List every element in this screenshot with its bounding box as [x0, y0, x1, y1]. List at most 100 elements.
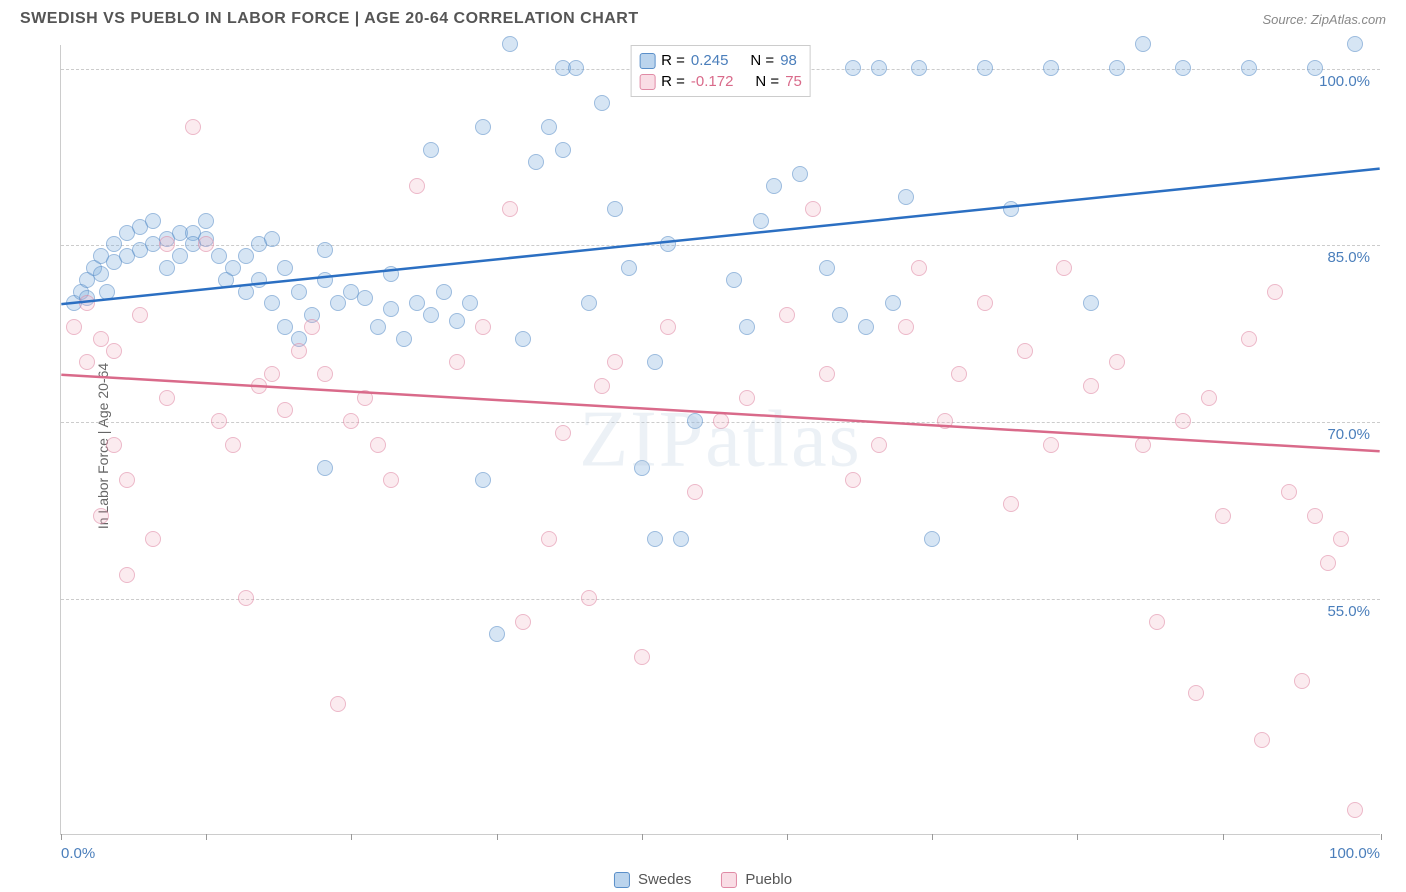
r-label: R =	[661, 52, 685, 69]
scatter-point-pueblo	[1017, 343, 1033, 359]
scatter-point-swedes	[871, 60, 887, 76]
scatter-point-swedes	[317, 272, 333, 288]
scatter-point-pueblo	[277, 402, 293, 418]
scatter-point-swedes	[647, 354, 663, 370]
scatter-point-swedes	[739, 319, 755, 335]
y-tick-label: 85.0%	[1327, 249, 1370, 266]
scatter-point-pueblo	[713, 413, 729, 429]
scatter-point-swedes	[93, 266, 109, 282]
source-attribution: Source: ZipAtlas.com	[1262, 12, 1386, 27]
swedes-swatch-icon	[639, 53, 655, 69]
scatter-point-pueblo	[1175, 413, 1191, 429]
scatter-point-pueblo	[1347, 802, 1363, 818]
series-legend: Swedes Pueblo	[614, 871, 792, 888]
x-tick-label-min: 0.0%	[61, 845, 95, 862]
x-tick	[1381, 834, 1382, 840]
scatter-point-pueblo	[1188, 685, 1204, 701]
scatter-point-pueblo	[238, 590, 254, 606]
scatter-point-swedes	[1135, 36, 1151, 52]
scatter-point-swedes	[423, 142, 439, 158]
scatter-point-pueblo	[343, 413, 359, 429]
n-value-pueblo: 75	[785, 73, 802, 90]
gridline	[61, 599, 1380, 600]
r-value-pueblo: -0.172	[691, 73, 734, 90]
scatter-point-swedes	[211, 248, 227, 264]
scatter-point-pueblo	[79, 354, 95, 370]
scatter-point-swedes	[1175, 60, 1191, 76]
scatter-point-swedes	[106, 236, 122, 252]
scatter-point-swedes	[753, 213, 769, 229]
scatter-point-swedes	[291, 284, 307, 300]
scatter-point-pueblo	[502, 201, 518, 217]
y-tick-label: 55.0%	[1327, 603, 1370, 620]
scatter-point-pueblo	[1254, 732, 1270, 748]
scatter-point-swedes	[489, 626, 505, 642]
x-tick	[1077, 834, 1078, 840]
correlation-legend-row-swedes: R = 0.245 N = 98	[639, 50, 802, 71]
scatter-point-swedes	[541, 119, 557, 135]
scatter-point-swedes	[792, 166, 808, 182]
scatter-point-swedes	[911, 60, 927, 76]
y-tick-label: 70.0%	[1327, 426, 1370, 443]
scatter-point-swedes	[1347, 36, 1363, 52]
swedes-swatch-icon	[614, 872, 630, 888]
scatter-point-swedes	[264, 295, 280, 311]
scatter-point-swedes	[159, 260, 175, 276]
scatter-point-swedes	[1043, 60, 1059, 76]
n-value-swedes: 98	[780, 52, 797, 69]
scatter-point-pueblo	[357, 390, 373, 406]
scatter-point-swedes	[1307, 60, 1323, 76]
scatter-point-pueblo	[225, 437, 241, 453]
scatter-point-pueblo	[145, 531, 161, 547]
scatter-point-pueblo	[1267, 284, 1283, 300]
chart-plot-area: ZIPatlas R = 0.245 N = 98 R = -0.172 N =…	[60, 45, 1380, 835]
scatter-point-pueblo	[251, 378, 267, 394]
scatter-point-pueblo	[687, 484, 703, 500]
scatter-point-pueblo	[845, 472, 861, 488]
scatter-point-swedes	[634, 460, 650, 476]
r-value-swedes: 0.245	[691, 52, 729, 69]
scatter-point-pueblo	[1135, 437, 1151, 453]
scatter-point-swedes	[726, 272, 742, 288]
scatter-point-swedes	[238, 248, 254, 264]
scatter-point-pueblo	[1241, 331, 1257, 347]
scatter-point-swedes	[607, 201, 623, 217]
x-tick	[932, 834, 933, 840]
scatter-point-swedes	[449, 313, 465, 329]
scatter-point-pueblo	[1215, 508, 1231, 524]
scatter-point-swedes	[475, 472, 491, 488]
scatter-point-pueblo	[871, 437, 887, 453]
scatter-point-pueblo	[370, 437, 386, 453]
scatter-point-pueblo	[1281, 484, 1297, 500]
scatter-point-pueblo	[541, 531, 557, 547]
scatter-point-swedes	[238, 284, 254, 300]
legend-label-swedes: Swedes	[638, 871, 691, 888]
scatter-point-pueblo	[119, 472, 135, 488]
x-tick-label-max: 100.0%	[1329, 845, 1380, 862]
scatter-point-pueblo	[1201, 390, 1217, 406]
y-tick-label: 100.0%	[1319, 73, 1370, 90]
scatter-point-pueblo	[911, 260, 927, 276]
scatter-point-pueblo	[634, 649, 650, 665]
scatter-point-swedes	[858, 319, 874, 335]
scatter-point-pueblo	[898, 319, 914, 335]
scatter-point-pueblo	[660, 319, 676, 335]
scatter-point-swedes	[383, 301, 399, 317]
scatter-point-swedes	[317, 242, 333, 258]
scatter-point-swedes	[594, 95, 610, 111]
scatter-point-pueblo	[581, 590, 597, 606]
scatter-point-pueblo	[1109, 354, 1125, 370]
scatter-point-swedes	[145, 213, 161, 229]
scatter-point-swedes	[898, 189, 914, 205]
n-label: N =	[755, 73, 779, 90]
scatter-point-pueblo	[198, 236, 214, 252]
scatter-point-swedes	[277, 319, 293, 335]
scatter-point-swedes	[423, 307, 439, 323]
scatter-point-pueblo	[317, 366, 333, 382]
scatter-point-pueblo	[264, 366, 280, 382]
scatter-point-pueblo	[330, 696, 346, 712]
scatter-point-pueblo	[383, 472, 399, 488]
scatter-point-swedes	[383, 266, 399, 282]
scatter-point-pueblo	[1294, 673, 1310, 689]
x-tick	[351, 834, 352, 840]
